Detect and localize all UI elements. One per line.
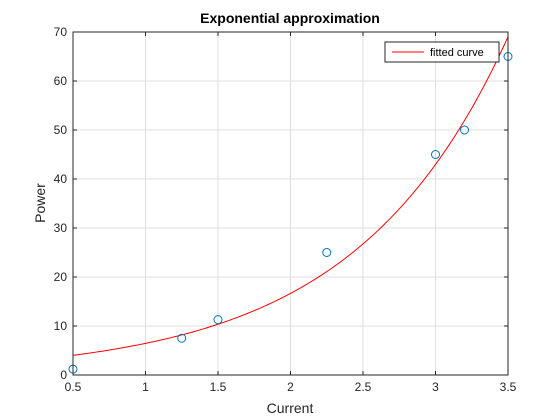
data-point-marker bbox=[322, 248, 332, 257]
x-axis-label: Current bbox=[267, 400, 314, 416]
fitted-curve-line bbox=[72, 36, 509, 356]
curve-layer bbox=[72, 36, 509, 356]
x-tick-labels: 0.5 1 1.5 2 2.5 3 3.5 bbox=[65, 380, 517, 394]
y-tick-label: 0 bbox=[60, 368, 67, 382]
y-tick-label: 60 bbox=[54, 74, 68, 88]
y-axis-label: Power bbox=[32, 183, 48, 223]
plot-area bbox=[68, 31, 513, 376]
data-point-marker bbox=[213, 315, 223, 325]
x-tick-label: 1 bbox=[142, 380, 149, 394]
data-point-marker bbox=[460, 125, 469, 135]
x-tick-label: 0.5 bbox=[65, 380, 82, 394]
y-tick-labels: 0 10 20 30 40 50 60 70 bbox=[54, 25, 68, 382]
y-tick-label: 40 bbox=[54, 172, 68, 186]
data-point-marker bbox=[431, 150, 440, 159]
y-tick-label: 10 bbox=[54, 319, 68, 333]
legend-label-fitted-curve: fitted curve bbox=[430, 47, 484, 59]
y-tick-label: 20 bbox=[54, 270, 68, 284]
y-tick-label: 70 bbox=[54, 25, 68, 39]
x-tick-label: 2.5 bbox=[355, 380, 372, 394]
x-tick-label: 3 bbox=[432, 380, 439, 394]
chart-title: Exponential approximation bbox=[200, 10, 380, 26]
x-tick-label: 2 bbox=[287, 380, 294, 394]
y-tick-label: 30 bbox=[54, 221, 68, 235]
y-tick-label: 50 bbox=[54, 123, 68, 137]
legend-box bbox=[384, 41, 500, 63]
legend: fitted curve bbox=[384, 41, 500, 63]
ticks bbox=[72, 31, 509, 376]
x-tick-label: 3.5 bbox=[500, 380, 517, 394]
data-point-marker bbox=[177, 333, 187, 343]
x-tick-label: 1.5 bbox=[210, 380, 227, 394]
